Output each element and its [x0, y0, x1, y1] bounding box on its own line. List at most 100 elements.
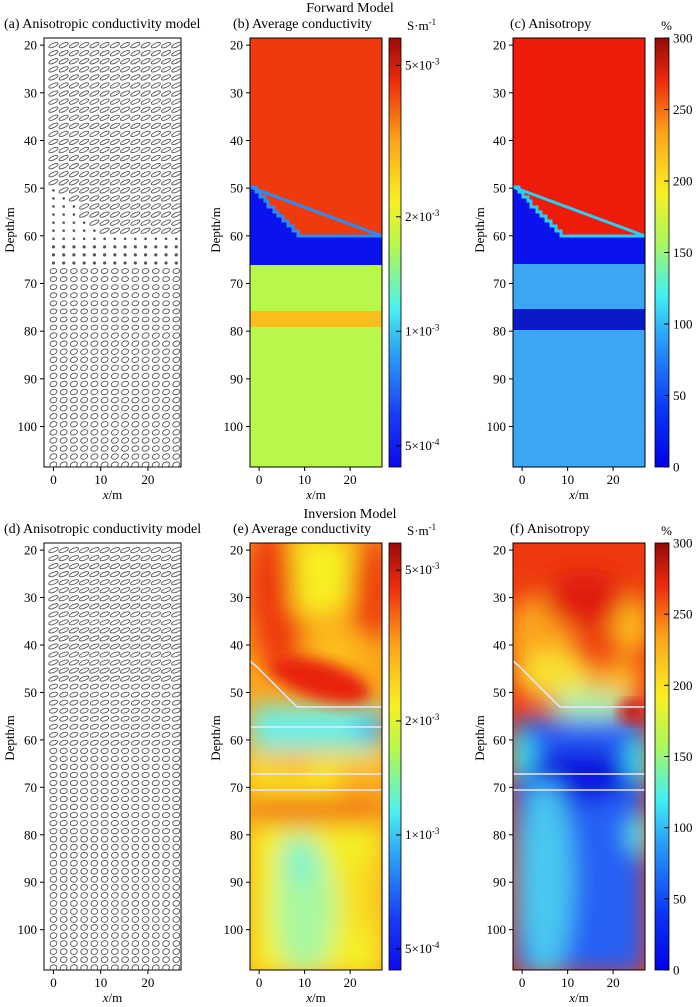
glyph-dot	[123, 253, 127, 257]
glyph-ellipse	[109, 659, 121, 666]
glyph-ellipse	[110, 388, 119, 396]
glyph-ellipse	[160, 211, 172, 218]
glyph-ellipse	[69, 332, 78, 339]
glyph-ellipse	[70, 884, 78, 891]
glyph-ellipse	[59, 437, 68, 444]
glyph-ellipse	[69, 739, 79, 746]
glyph-ellipse	[90, 461, 99, 468]
glyph-ellipse	[89, 595, 100, 602]
glyph-ellipse	[109, 219, 120, 226]
glyph-ellipse	[89, 122, 100, 129]
glyph-ellipse	[171, 219, 182, 226]
glyph-ellipse	[162, 413, 170, 420]
glyph-ellipse	[130, 146, 141, 154]
glyph-ellipse	[110, 747, 119, 754]
glyph-ellipse	[130, 611, 141, 618]
glyph-dot	[133, 245, 137, 249]
glyph-dot	[144, 237, 147, 241]
glyph-ellipse	[131, 932, 140, 939]
glyph-ellipse	[131, 268, 140, 274]
glyph-ellipse	[160, 619, 172, 626]
glyph-ellipse	[80, 956, 88, 963]
glyph-ellipse	[151, 867, 160, 875]
y-tick-label: 90	[24, 875, 37, 890]
glyph-ellipse	[99, 659, 110, 666]
panel-e-title: (e) Average conductivity	[233, 522, 371, 537]
glyph-ellipse	[79, 130, 90, 138]
glyph-ellipse	[121, 908, 129, 915]
glyph-ellipse	[160, 675, 172, 682]
glyph-ellipse	[68, 58, 79, 65]
glyph-ellipse	[99, 571, 110, 578]
glyph-ellipse	[111, 835, 119, 843]
glyph-ellipse	[49, 755, 58, 762]
glyph-ellipse	[171, 715, 181, 722]
glyph-ellipse	[121, 892, 129, 899]
glyph-ellipse	[90, 779, 99, 787]
glyph-ellipse	[172, 908, 181, 915]
glyph-ellipse	[79, 611, 90, 618]
glyph-ellipse	[89, 138, 100, 146]
glyph-ellipse	[151, 683, 161, 690]
glyph-ellipse	[59, 453, 68, 460]
glyph-ellipse	[48, 106, 59, 113]
glyph-ellipse	[100, 843, 109, 851]
glyph-ellipse	[80, 404, 89, 412]
glyph-ellipse	[109, 42, 120, 49]
glyph-ellipse	[110, 755, 119, 762]
glyph-ellipse	[141, 892, 150, 899]
glyph-ellipse	[90, 332, 99, 339]
x-tick-label: 10	[298, 472, 311, 487]
glyph-ellipse	[151, 835, 160, 843]
glyph-ellipse	[79, 50, 90, 57]
glyph-ellipse	[150, 643, 161, 650]
glyph-ellipse	[151, 964, 160, 971]
glyph-ellipse	[151, 828, 160, 835]
glyph-ellipse	[172, 820, 181, 827]
glyph-dot	[164, 261, 168, 265]
glyph-ellipse	[111, 268, 119, 274]
glyph-ellipse	[68, 571, 80, 578]
x-axis-label: x/m	[568, 990, 589, 1005]
glyph-ellipse	[80, 340, 89, 347]
glyph-ellipse	[141, 739, 151, 746]
glyph-ellipse	[69, 787, 78, 795]
glyph-ellipse	[68, 667, 80, 674]
glyph-ellipse	[100, 437, 109, 444]
glyph-ellipse	[109, 667, 121, 674]
glyph-ellipse	[119, 587, 131, 594]
glyph-ellipse	[100, 956, 109, 963]
glyph-ellipse	[80, 859, 88, 867]
glyph-ellipse	[79, 587, 90, 594]
glyph-ellipse	[141, 453, 150, 460]
glyph-dot	[113, 245, 117, 249]
glyph-ellipse	[79, 106, 90, 113]
glyph-ellipse	[89, 211, 100, 218]
glyph-ellipse	[162, 276, 170, 282]
glyph-ellipse	[68, 187, 79, 194]
glyph-ellipse	[58, 643, 69, 650]
glyph-ellipse	[151, 699, 161, 706]
glyph-ellipse	[140, 563, 151, 570]
glyph-ellipse	[151, 787, 160, 795]
glyph-ellipse	[162, 787, 171, 795]
glyph-ellipse	[99, 627, 110, 634]
glyph-ellipse	[151, 851, 160, 859]
glyph-ellipse	[49, 332, 58, 339]
colorbar-label: 50	[673, 388, 686, 403]
glyph-dot	[93, 229, 96, 232]
glyph-ellipse	[141, 268, 150, 274]
glyph-ellipse	[59, 803, 68, 811]
glyph-ellipse	[48, 122, 59, 129]
glyph-ellipse	[130, 635, 141, 642]
y-axis-label: Depth/m	[208, 715, 223, 761]
glyph-ellipse	[131, 421, 140, 428]
glyph-ellipse	[58, 130, 69, 138]
glyph-ellipse	[121, 340, 130, 347]
glyph-ellipse	[90, 404, 99, 412]
x-tick-label: 10	[94, 975, 107, 990]
panel-e-frame	[249, 542, 383, 971]
glyph-ellipse	[140, 98, 151, 105]
glyph-ellipse	[80, 380, 89, 388]
